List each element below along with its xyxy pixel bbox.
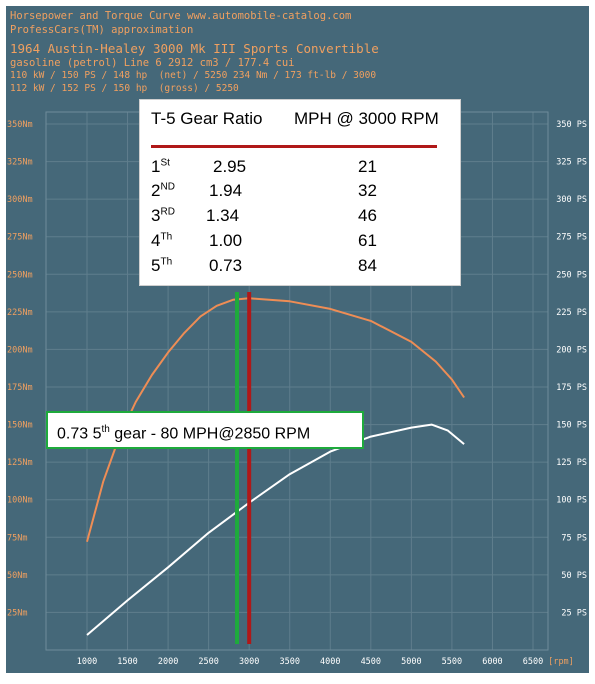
gear-row-1-mph: 21 [358,157,377,176]
y-right-tick-label: 350 PS [556,120,587,130]
gear-row-3-ratio: 1.34 [206,206,240,225]
y-right-tick-label: 50 PS [561,571,587,581]
y-left-tick-label: 250Nm [7,270,33,280]
y-left-tick-label: 100Nm [7,496,33,506]
gear-row-3-label: 3RD [151,206,175,225]
gear-row-1-ratio: 2.95 [213,157,247,176]
y-right-tick-label: 25 PS [561,608,587,618]
x-tick-label: 4500 [361,657,381,667]
fifth-gear-callout: 0.73 5th gear - 80 MPH@2850 RPM [46,411,364,449]
y-right-tick-label: 200 PS [556,345,587,355]
x-axis: 1000 1500 2000 2500 3000 3500 4000 4500 5000 5500… [77,657,574,667]
y-left-tick-label: 275Nm [7,233,33,243]
x-tick-label: 2000 [158,657,178,667]
x-tick-label: 5500 [442,657,462,667]
header-line-3: 1964 Austin-Healey 3000 Mk III Sports Co… [10,41,379,56]
gear-row-2-label: 2ND [151,181,175,200]
gear-row-2-ratio: 1.94 [209,181,243,200]
gear-row-4-label: 4Th [151,231,173,250]
gear-row-5-label: 5Th [151,256,173,275]
x-tick-label: 6500 [523,657,543,667]
series-group [86,297,465,636]
y-right-tick-label: 250 PS [556,270,587,280]
power-curve [86,423,465,636]
gear-table-header-mph: MPH @ 3000 RPM [294,109,439,128]
gear-row-4-ratio: 1.00 [209,231,243,250]
x-tick-label: 6000 [482,657,502,667]
y-left-tick-label: 50Nm [7,571,27,581]
x-tick-label: 1000 [77,657,97,667]
y-right-tick-label: 125 PS [556,458,587,468]
callout-text-1: 0.73 5 [57,425,102,443]
y-left-tick-label: 200Nm [7,345,33,355]
header-line-6: 112 kW / 152 PS / 150 hp (gross) / 5250 [10,83,239,94]
y-left-tick-label: 75Nm [7,533,27,543]
x-tick-label: 5000 [401,657,421,667]
header-line-5: 110 kW / 150 PS / 148 hp (net) / 5250 23… [10,70,377,81]
y-left-tick-label: 150Nm [7,421,33,431]
y-right-tick-label: 225 PS [556,308,587,318]
gear-table-divider [151,145,437,148]
y-left-tick-label: 350Nm [7,120,33,130]
x-tick-label: 1500 [117,657,137,667]
header-line-4: gasoline (petrol) Line 6 2912 cm3 / 177.… [10,57,295,69]
x-tick-label: 4000 [320,657,340,667]
y-left-tick-label: 325Nm [7,158,33,168]
y-right-tick-label: 150 PS [556,421,587,431]
y-right-tick-label: 300 PS [556,195,587,205]
gear-row-2-mph: 32 [358,181,377,200]
callout-text-2: gear - 80 MPH@2850 RPM [109,425,311,443]
y-left-tick-label: 175Nm [7,383,33,393]
y-left-tick-label: 225Nm [7,308,33,318]
x-tick-label: 3000 [239,657,259,667]
gear-row-3-mph: 46 [358,206,377,225]
gear-row-5-ratio: 0.73 [209,256,243,275]
y-left-tick-label: 300Nm [7,195,33,205]
x-tick-label: 2500 [198,657,218,667]
y-axis-left: 25Nm 50Nm 75Nm 100Nm 125Nm 150Nm 175Nm 200Nm 225… [7,120,33,618]
gear-table: T-5 Gear Ratio MPH @ 3000 RPM 1St 2.95 2… [139,99,461,286]
y-axis-right: 25 PS 50 PS 75 PS 100 PS 125 PS 150 PS 175 PS 2… [556,120,587,618]
y-right-tick-label: 100 PS [556,496,587,506]
torque-curve [86,297,465,543]
rpm-markers [235,292,252,644]
header-line-2: ProfessCars(TM) approximation [10,24,194,36]
y-left-tick-label: 25Nm [7,608,27,618]
y-right-tick-label: 175 PS [556,383,587,393]
gear-row-4-mph: 61 [358,231,377,250]
y-right-tick-label: 325 PS [556,158,587,168]
x-unit-label: [rpm] [548,657,574,667]
x-tick-label: 3500 [279,657,299,667]
gear-row-1-label: 1St [151,157,170,176]
header-line-1: Horsepower and Torque Curve www.automobi… [10,10,352,22]
gear-table-header-ratio: T-5 Gear Ratio [151,109,263,128]
y-left-tick-label: 125Nm [7,458,33,468]
gear-row-5-mph: 84 [358,256,377,275]
y-right-tick-label: 75 PS [561,533,587,543]
callout-sup: th [101,424,110,435]
y-right-tick-label: 275 PS [556,233,587,243]
